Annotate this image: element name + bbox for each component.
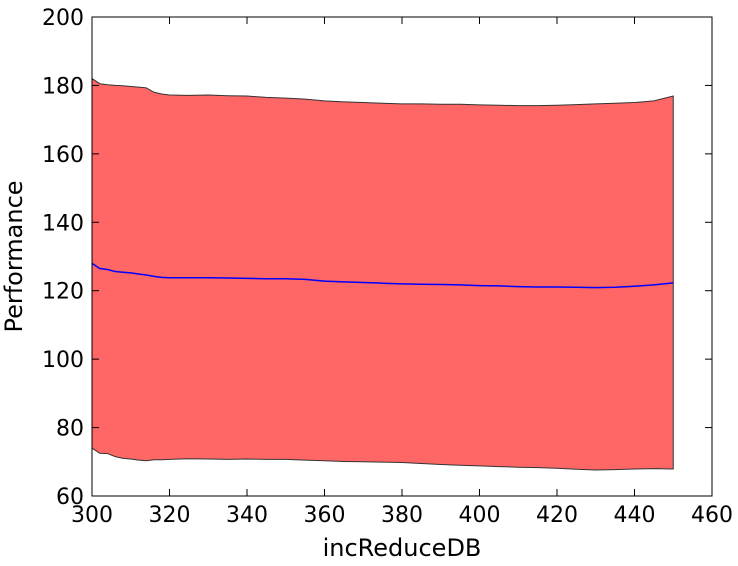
x-tick-label: 320 — [149, 503, 191, 528]
y-tick-label: 80 — [56, 417, 84, 442]
x-tick-label: 400 — [459, 503, 501, 528]
y-tick-label: 160 — [42, 143, 84, 168]
confidence-band — [91, 77, 674, 471]
y-tick-label: 100 — [42, 348, 84, 373]
y-tick-label: 120 — [42, 280, 84, 305]
x-tick-label: 360 — [304, 503, 346, 528]
x-axis-label: incReduceDB — [323, 534, 482, 562]
x-tick-label: 300 — [71, 503, 113, 528]
y-tick-label: 180 — [42, 74, 84, 99]
x-tick-label: 380 — [381, 503, 423, 528]
y-tick-label: 200 — [42, 6, 84, 31]
x-tick-label: 460 — [691, 503, 733, 528]
x-tick-label: 340 — [226, 503, 268, 528]
y-axis-label: Performance — [0, 180, 28, 332]
x-tick-label: 440 — [614, 503, 656, 528]
plot-area — [91, 77, 674, 471]
axis-ticks: 300 320 340 360 380 400 420 440 460 60 80 100 120 140… — [42, 6, 733, 528]
x-tick-label: 420 — [536, 503, 578, 528]
y-tick-label: 60 — [56, 485, 84, 510]
mean-line — [91, 262, 674, 289]
y-tick-label: 140 — [42, 211, 84, 236]
